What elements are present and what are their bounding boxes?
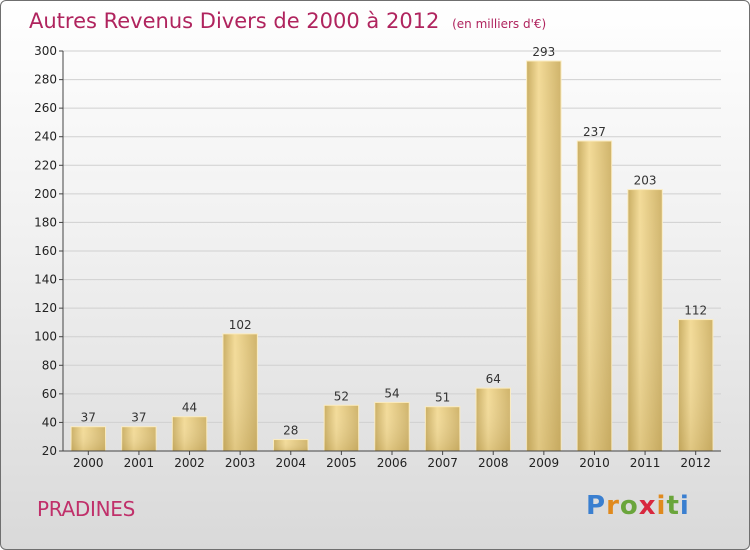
bar-shade xyxy=(678,319,713,451)
data-label-2005: 52 xyxy=(334,389,349,403)
y-tick-label: 240 xyxy=(34,130,57,144)
data-label-2000: 37 xyxy=(81,411,96,425)
data-label-2012: 112 xyxy=(684,304,707,318)
label-layer: 37 37 44 102 28 52 54 51 64 293 237 203 112 xyxy=(81,45,707,438)
y-tick-label: 200 xyxy=(34,187,57,201)
chart-title: Autres Revenus Divers de 2000 à 2012 (en… xyxy=(29,9,546,33)
bar-shade xyxy=(71,426,106,451)
x-tick-label-2012: 2012 xyxy=(680,456,711,470)
x-tick-label-2004: 2004 xyxy=(275,456,306,470)
data-label-2008: 64 xyxy=(486,372,501,386)
x-tick-label-2009: 2009 xyxy=(529,456,560,470)
data-label-2011: 203 xyxy=(634,174,657,188)
x-tick-label-2005: 2005 xyxy=(326,456,357,470)
y-tick-label: 80 xyxy=(42,358,57,372)
data-label-2010: 237 xyxy=(583,125,606,139)
bar-shade xyxy=(273,439,308,451)
bar-layer xyxy=(70,60,714,452)
bar-shade xyxy=(476,388,511,451)
x-tick-label-2000: 2000 xyxy=(73,456,104,470)
y-tick-label: 160 xyxy=(34,244,57,258)
x-tick-label-2011: 2011 xyxy=(630,456,661,470)
x-tick-label-2010: 2010 xyxy=(579,456,610,470)
bar-shade xyxy=(526,61,562,451)
x-tick-label-2007: 2007 xyxy=(427,456,458,470)
bar-shade xyxy=(627,189,663,452)
city-name: PRADINES xyxy=(37,497,136,521)
bar-shade xyxy=(374,402,410,451)
bar-shade xyxy=(172,416,207,451)
chart-unit: (en milliers d'€) xyxy=(452,17,547,31)
x-tick-label-2008: 2008 xyxy=(478,456,509,470)
data-label-2004: 28 xyxy=(283,424,298,438)
bar-shade xyxy=(222,333,258,451)
x-tick-label-2001: 2001 xyxy=(124,456,155,470)
data-label-2006: 54 xyxy=(384,386,399,400)
data-label-2009: 293 xyxy=(532,45,555,59)
bar-shade xyxy=(577,141,612,451)
y-tick-label: 20 xyxy=(42,444,57,458)
bar-shade xyxy=(324,405,359,451)
y-tick-label: 140 xyxy=(34,273,57,287)
y-tick-label: 180 xyxy=(34,215,57,229)
bar-shade xyxy=(121,426,157,451)
x-tick-label-2006: 2006 xyxy=(377,456,408,470)
y-tick-label: 40 xyxy=(42,415,57,429)
data-label-2003: 102 xyxy=(229,318,252,332)
y-tick-label: 220 xyxy=(34,158,57,172)
x-tick-label-2003: 2003 xyxy=(225,456,256,470)
y-tick-label: 280 xyxy=(34,73,57,87)
y-tick-label: 300 xyxy=(34,44,57,58)
proxiti-logo[interactable]: Proxiti xyxy=(586,491,690,521)
bar-shade xyxy=(425,406,460,451)
axis-layer: 20 40 60 80 100 120 140 160 180 200 220 240 260 280 30… xyxy=(34,44,721,470)
data-label-2007: 51 xyxy=(435,391,450,405)
y-tick-label: 100 xyxy=(34,330,57,344)
y-tick-label: 60 xyxy=(42,387,57,401)
chart-title-text: Autres Revenus Divers de 2000 à 2012 xyxy=(29,9,440,33)
x-tick-label-2002: 2002 xyxy=(174,456,205,470)
data-label-2001: 37 xyxy=(131,411,146,425)
y-tick-label: 120 xyxy=(34,301,57,315)
data-label-2002: 44 xyxy=(182,401,197,415)
y-tick-label: 260 xyxy=(34,101,57,115)
